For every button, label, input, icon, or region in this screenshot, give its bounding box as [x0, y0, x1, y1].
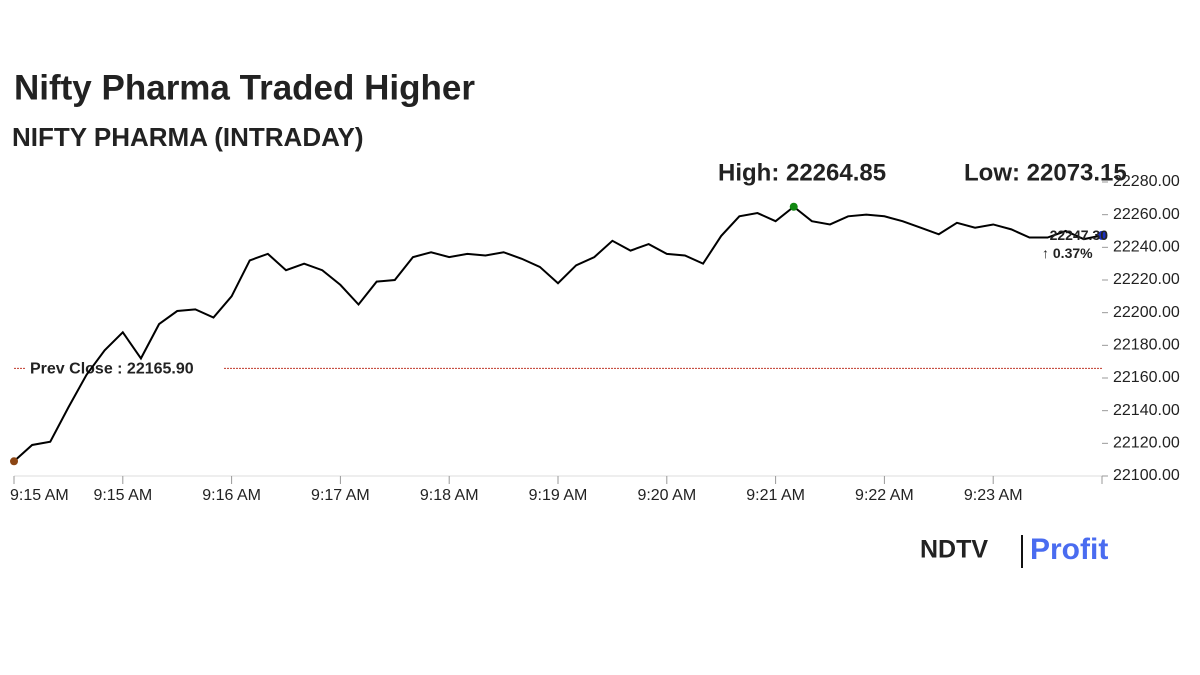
x-tick-label: 9:23 AM [964, 487, 1023, 504]
x-tick-label: 9:15 AM [93, 487, 152, 504]
x-tick-label: 9:21 AM [746, 487, 805, 504]
y-tick-label: 22220.00 [1113, 271, 1180, 288]
last-value-label: 22247.30 [1050, 227, 1109, 243]
low-label: Low: 22073.15 [964, 159, 1127, 186]
chart-title: Nifty Pharma Traded Higher [14, 68, 475, 107]
y-tick-label: 22200.00 [1113, 304, 1180, 321]
brand-ndtv: NDTV [920, 536, 988, 564]
y-tick-label: 22160.00 [1113, 369, 1180, 386]
x-tick-label: 9:22 AM [855, 487, 914, 504]
x-tick-label: 9:17 AM [311, 487, 370, 504]
prev-close-bg [26, 356, 224, 379]
y-tick-label: 22280.00 [1113, 173, 1180, 190]
start-dot [10, 457, 18, 466]
y-tick-label: 22140.00 [1113, 402, 1180, 419]
y-tick-label: 22100.00 [1113, 467, 1180, 484]
x-tick-label: 9:19 AM [529, 487, 588, 504]
x-tick-label: 9:16 AM [202, 487, 261, 504]
y-tick-label: 22180.00 [1113, 337, 1180, 354]
x-tick-label: 9:18 AM [420, 487, 479, 504]
price-line [13, 205, 1103, 463]
x-tick-label: 9:20 AM [637, 487, 696, 504]
y-tick-label: 22260.00 [1113, 206, 1180, 223]
high-dot [789, 202, 798, 211]
y-tick-label: 22240.00 [1113, 239, 1180, 256]
high-label: High: 22264.85 [718, 159, 886, 186]
brand-profit: Profit [1030, 533, 1108, 566]
x-tick-label: 9:15 AM [10, 487, 69, 504]
prev-close-label: Prev Close : 22165.90 [30, 361, 194, 378]
y-tick-label: 22120.00 [1113, 435, 1180, 452]
chart-subtitle: NIFTY PHARMA (INTRADAY) [12, 122, 363, 152]
last-dot [1097, 230, 1107, 240]
change-label: ↑ 0.37% [1042, 245, 1093, 261]
